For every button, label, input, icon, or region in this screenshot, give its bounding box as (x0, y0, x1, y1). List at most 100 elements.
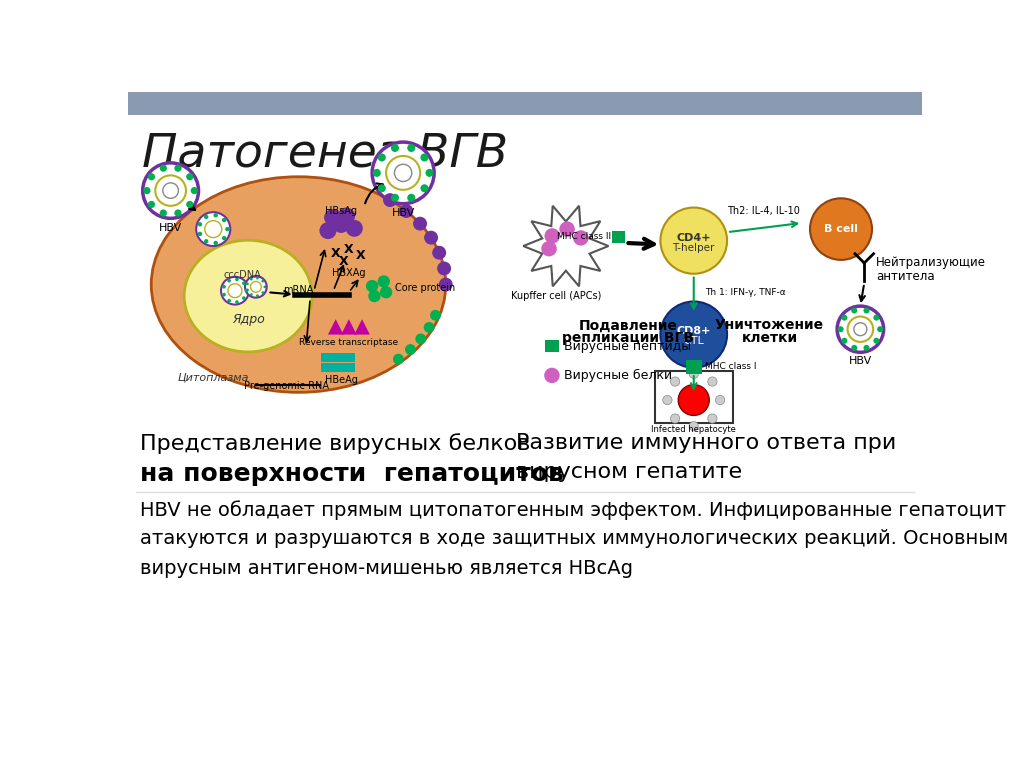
Circle shape (810, 199, 872, 260)
Circle shape (660, 208, 727, 274)
Circle shape (378, 184, 386, 193)
Circle shape (854, 323, 867, 336)
FancyBboxPatch shape (338, 363, 355, 372)
FancyBboxPatch shape (655, 370, 732, 423)
Circle shape (386, 156, 420, 189)
Text: CTL: CTL (683, 336, 705, 346)
Text: Цитоплазма: Цитоплазма (177, 372, 249, 382)
Circle shape (251, 281, 261, 292)
Circle shape (198, 222, 202, 226)
Circle shape (222, 285, 226, 288)
Text: антитела: антитела (876, 270, 935, 283)
Circle shape (242, 296, 246, 300)
Circle shape (190, 187, 198, 194)
Circle shape (369, 290, 381, 302)
Text: Th 1: IFN-γ, TNF-α: Th 1: IFN-γ, TNF-α (706, 288, 786, 297)
Text: Ядро: Ядро (231, 313, 264, 326)
Polygon shape (523, 206, 608, 286)
Circle shape (851, 345, 857, 351)
Text: HBsAg: HBsAg (326, 206, 357, 216)
Text: Core protein: Core protein (395, 283, 456, 294)
FancyBboxPatch shape (545, 340, 559, 352)
Circle shape (544, 367, 560, 383)
Circle shape (380, 286, 392, 298)
Circle shape (708, 377, 717, 386)
Circle shape (213, 241, 218, 245)
Circle shape (678, 384, 710, 416)
Circle shape (838, 306, 884, 352)
Text: Infected hepatocyte: Infected hepatocyte (651, 425, 736, 433)
Text: T-helper: T-helper (673, 242, 715, 252)
Text: клетки: клетки (741, 331, 798, 345)
Circle shape (393, 354, 403, 364)
Text: вирусным антигеном-мишенью является HBcAg: вирусным антигеном-мишенью является HBcA… (139, 558, 633, 578)
Circle shape (848, 317, 873, 342)
Circle shape (246, 282, 249, 285)
Circle shape (142, 163, 199, 219)
Circle shape (213, 213, 218, 218)
Circle shape (399, 204, 414, 218)
Circle shape (406, 344, 416, 355)
Text: Reverse transcriptase: Reverse transcriptase (299, 338, 398, 347)
Circle shape (198, 232, 202, 236)
Circle shape (873, 314, 880, 321)
Circle shape (878, 326, 883, 332)
Text: HBV: HBV (391, 208, 415, 218)
FancyBboxPatch shape (612, 231, 625, 243)
Circle shape (221, 277, 249, 304)
Circle shape (225, 227, 229, 232)
FancyBboxPatch shape (338, 353, 355, 362)
Text: Подавление: Подавление (579, 318, 677, 332)
Circle shape (660, 301, 727, 367)
Circle shape (227, 299, 231, 302)
Circle shape (689, 422, 698, 431)
Circle shape (437, 262, 451, 275)
Text: Kupffer cell (APCs): Kupffer cell (APCs) (511, 291, 602, 301)
Circle shape (228, 284, 242, 298)
Circle shape (222, 293, 226, 296)
Circle shape (430, 310, 441, 321)
Polygon shape (341, 319, 356, 334)
Text: на поверхности  гепатоцитов: на поверхности гепатоцитов (139, 463, 563, 486)
Text: Представление вирусных белков: Представление вирусных белков (139, 433, 530, 454)
Circle shape (416, 334, 426, 344)
Circle shape (842, 314, 848, 321)
Circle shape (174, 209, 181, 216)
Circle shape (838, 326, 844, 332)
Text: HBXAg: HBXAg (332, 268, 366, 278)
Circle shape (242, 281, 246, 285)
Circle shape (245, 289, 249, 292)
Circle shape (197, 212, 230, 246)
Text: CD4+: CD4+ (677, 232, 711, 242)
Circle shape (236, 300, 239, 304)
Text: Нейтрализующие: Нейтрализующие (876, 256, 986, 269)
Text: репликации ВГВ: репликации ВГВ (562, 331, 694, 345)
Circle shape (873, 337, 880, 344)
Circle shape (245, 276, 266, 298)
Text: X: X (344, 243, 353, 256)
Circle shape (424, 322, 434, 333)
FancyBboxPatch shape (321, 353, 338, 362)
Circle shape (256, 295, 259, 297)
Circle shape (716, 396, 725, 405)
Text: cccDNA: cccDNA (224, 270, 261, 280)
Text: X: X (355, 249, 366, 262)
Text: X: X (339, 255, 348, 268)
Text: CD8+: CD8+ (677, 326, 711, 336)
Ellipse shape (152, 176, 445, 393)
Text: Вирусные пептиды: Вирусные пептиды (563, 340, 690, 353)
Circle shape (250, 293, 253, 296)
Circle shape (851, 308, 857, 314)
Circle shape (408, 144, 416, 152)
Circle shape (204, 215, 209, 219)
Text: mRNA: mRNA (284, 285, 313, 295)
Circle shape (391, 144, 399, 152)
Ellipse shape (184, 240, 312, 352)
Polygon shape (354, 319, 370, 334)
Text: MHC class II: MHC class II (557, 232, 611, 242)
Circle shape (236, 278, 239, 281)
Text: MHC class I: MHC class I (706, 363, 757, 371)
Circle shape (573, 230, 589, 245)
Circle shape (545, 229, 560, 244)
Circle shape (147, 201, 155, 208)
